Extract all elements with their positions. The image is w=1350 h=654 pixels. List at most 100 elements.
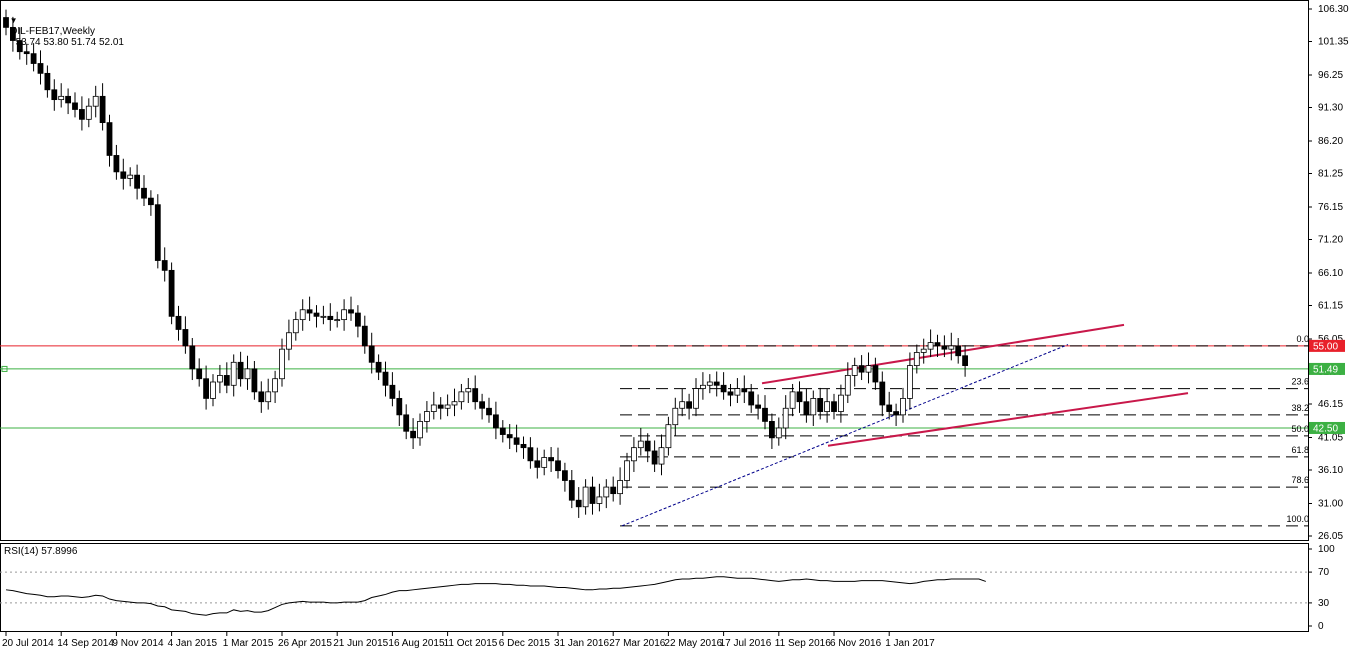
candle — [506, 434, 513, 439]
candle — [417, 421, 423, 439]
candle — [389, 384, 396, 399]
candle — [479, 401, 486, 409]
candle — [141, 187, 147, 199]
candle — [955, 345, 962, 357]
candle — [548, 457, 554, 462]
price-axis: 106.30 101.35 96.25 91.30 86.20 81.25 76.15 71.… — [1308, 4, 1349, 542]
candle — [568, 480, 575, 501]
price-panel: 0.0 23.6 38.2 50.0 61.8 78.6 100.0 — [0, 0, 1309, 541]
price-tick-label: 101.35 — [1318, 37, 1349, 48]
up-trendline — [621, 344, 1069, 527]
candle — [189, 345, 196, 370]
candle — [920, 348, 927, 353]
rsi-axis: 100 70 30 0 — [1308, 544, 1335, 632]
candle — [99, 95, 106, 124]
candle — [851, 365, 858, 376]
time-tick-label: 6 Nov 2016 — [830, 638, 882, 649]
time-tick-label: 21 Jun 2015 — [333, 638, 388, 649]
fib-label: 100.0 — [1286, 514, 1309, 524]
candle — [182, 329, 189, 347]
price-tick-label: 96.25 — [1318, 70, 1343, 81]
time-tick-label: 31 Jan 2016 — [554, 638, 609, 649]
candle — [886, 404, 893, 412]
candle — [838, 394, 844, 412]
candle — [748, 391, 755, 406]
candle — [230, 361, 237, 386]
candle — [313, 312, 320, 317]
trend-lines — [621, 323, 1189, 527]
candle — [637, 440, 644, 449]
price-tick-label: 66.10 — [1318, 268, 1343, 279]
rsi-panel-frame — [0, 543, 1309, 632]
fib-label: 50.0 — [1291, 424, 1309, 434]
candle — [872, 365, 879, 383]
candle — [700, 384, 706, 389]
candle — [934, 342, 941, 347]
candle — [403, 414, 410, 432]
candle — [51, 89, 58, 101]
candle — [651, 450, 658, 465]
candle — [134, 174, 141, 189]
triangle-down-icon[interactable]: ▼ — [9, 16, 18, 25]
candle — [237, 361, 244, 380]
candle — [299, 309, 306, 321]
time-tick-label: 16 Aug 2015 — [388, 638, 445, 649]
candles — [3, 9, 968, 518]
candle — [948, 345, 955, 350]
candle — [16, 40, 23, 53]
candle — [665, 424, 672, 449]
candle — [831, 401, 837, 412]
fib-label: 0.0 — [1296, 334, 1309, 344]
candle — [223, 375, 230, 386]
candle — [175, 315, 182, 330]
price-tag — [1309, 421, 1345, 434]
fib-label: 78.6 — [1291, 475, 1309, 485]
price-tick-label: 71.20 — [1318, 235, 1343, 246]
candle — [410, 430, 417, 439]
candle — [610, 486, 617, 495]
candle — [624, 460, 630, 481]
price-tick-label: 41.05 — [1318, 432, 1343, 443]
time-tick-label: 1 Mar 2015 — [223, 638, 274, 649]
candle — [769, 421, 775, 439]
candle — [203, 378, 210, 399]
price-tag-label: 51.49 — [1313, 364, 1338, 375]
candle — [907, 365, 913, 399]
candle — [693, 388, 699, 409]
rsi-line — [5, 576, 986, 616]
candle — [216, 375, 223, 383]
fib-label: 61.8 — [1291, 445, 1309, 455]
candle — [775, 427, 782, 439]
candle — [161, 260, 168, 271]
time-tick-label: 20 Jul 2014 — [2, 638, 54, 649]
candle — [575, 499, 582, 508]
candle — [327, 315, 334, 321]
candle — [603, 486, 610, 498]
price-tick-label: 86.20 — [1318, 136, 1343, 147]
candle — [810, 398, 817, 416]
candle — [492, 414, 499, 429]
candle — [113, 155, 120, 173]
candle — [306, 309, 313, 314]
candle — [458, 391, 465, 403]
candle — [106, 122, 113, 156]
candle — [596, 496, 603, 504]
candle — [354, 312, 361, 327]
candle — [65, 95, 71, 104]
rsi-panel — [0, 543, 1309, 632]
candle — [120, 171, 127, 179]
candle — [168, 269, 175, 317]
channel-upper — [761, 323, 1125, 385]
time-tick-label: 1 Jan 2017 — [885, 638, 935, 649]
candle — [582, 486, 589, 508]
time-tick-label: 27 Mar 2016 — [609, 638, 666, 649]
candle — [437, 404, 444, 409]
candle — [589, 486, 596, 504]
candle — [844, 375, 851, 396]
level-marker — [1, 365, 8, 372]
candle — [465, 388, 472, 393]
candle — [361, 325, 368, 347]
candle — [127, 174, 134, 179]
